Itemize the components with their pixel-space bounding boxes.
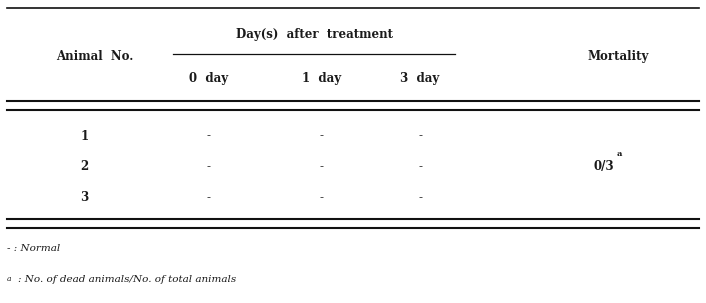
Text: 2: 2: [80, 160, 89, 173]
Text: : No. of dead animals/No. of total animals: : No. of dead animals/No. of total anima…: [18, 275, 236, 284]
Text: 0/3: 0/3: [594, 160, 614, 173]
Text: a: a: [616, 150, 622, 158]
Text: 3: 3: [80, 191, 89, 204]
Text: -: -: [206, 130, 210, 143]
Text: -: -: [319, 130, 323, 143]
Text: -: -: [418, 160, 422, 173]
Text: a: a: [7, 275, 11, 283]
Text: Animal  No.: Animal No.: [56, 50, 134, 63]
Text: -: -: [418, 191, 422, 204]
Text: -: -: [418, 130, 422, 143]
Text: -: -: [206, 160, 210, 173]
Text: 3  day: 3 day: [400, 72, 440, 85]
Text: -: -: [206, 191, 210, 204]
Text: 1: 1: [80, 130, 89, 143]
Text: -: -: [319, 160, 323, 173]
Text: Day(s)  after  treatment: Day(s) after treatment: [236, 28, 393, 41]
Text: - : Normal: - : Normal: [7, 244, 60, 253]
Text: 0  day: 0 day: [189, 72, 228, 85]
Text: Mortality: Mortality: [587, 50, 648, 63]
Text: -: -: [319, 191, 323, 204]
Text: 1  day: 1 day: [301, 72, 341, 85]
